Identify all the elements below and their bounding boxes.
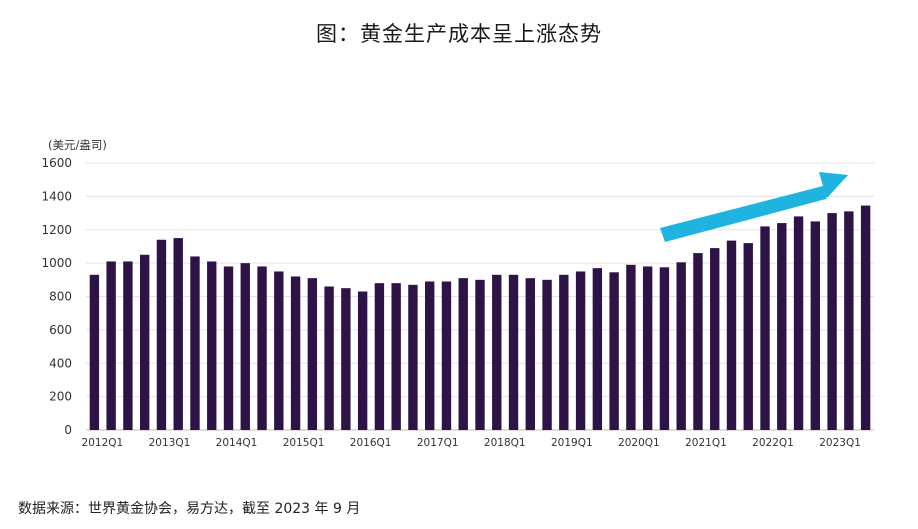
bar-2022Q1 <box>760 226 770 430</box>
y-tick-label: 400 <box>49 356 72 370</box>
bar-2016Q4 <box>408 284 418 430</box>
bar-2022Q2 <box>777 223 787 430</box>
bar-2016Q2 <box>374 283 385 430</box>
bar-2012Q4 <box>139 254 150 430</box>
x-tick-label: 2019Q1 <box>551 437 593 449</box>
bar-2015Q3 <box>324 286 334 430</box>
y-axis-ticks: 0 200 400 600 800 1000 1200 1400 1600 <box>41 156 72 437</box>
bar-2020Q4 <box>676 262 686 430</box>
bar-2015Q1 <box>290 276 301 430</box>
y-tick-label: 1600 <box>41 156 72 170</box>
bar-2018Q1 <box>492 274 502 430</box>
y-tick-label: 1200 <box>41 223 72 237</box>
bar-2012Q1 <box>89 274 100 430</box>
x-tick-label: 2021Q1 <box>685 437 727 449</box>
x-tick-label: 2020Q1 <box>618 437 660 449</box>
bar-2020Q2 <box>642 266 653 430</box>
bar-2019Q1 <box>559 274 569 430</box>
trend-arrow-shape <box>660 172 848 242</box>
bar-2018Q2 <box>508 274 519 430</box>
x-tick-label: 2012Q1 <box>82 437 124 449</box>
bar-2019Q2 <box>575 271 586 430</box>
x-tick-label: 2017Q1 <box>417 437 459 449</box>
bar-2012Q3 <box>123 261 133 430</box>
y-tick-label: 200 <box>49 390 72 404</box>
y-tick-label: 800 <box>49 290 72 304</box>
bar-2013Q3 <box>190 256 200 430</box>
bar-2021Q4 <box>743 243 753 430</box>
bar-2016Q1 <box>357 291 368 430</box>
bar-2021Q3 <box>726 240 737 430</box>
bar-2021Q2 <box>710 248 720 430</box>
y-tick-label: 1000 <box>41 256 72 270</box>
x-tick-label: 2015Q1 <box>283 437 325 449</box>
x-tick-label: 2023Q1 <box>819 437 861 449</box>
x-tick-label: 2022Q1 <box>752 437 794 449</box>
x-axis-ticks: 2012Q1 2013Q1 2014Q1 2015Q1 2016Q1 2017Q1 2018… <box>82 437 861 449</box>
bar-2018Q3 <box>525 278 535 430</box>
bar-2012Q2 <box>106 261 116 430</box>
bar-2020Q3 <box>659 267 670 430</box>
bar-2022Q4 <box>810 221 821 430</box>
bar-2013Q2 <box>173 238 183 430</box>
bar-2017Q3 <box>458 278 468 430</box>
x-tick-label: 2016Q1 <box>350 437 392 449</box>
bar-2016Q3 <box>391 283 401 430</box>
bar-2014Q2 <box>240 263 250 430</box>
bar-2014Q3 <box>257 266 267 430</box>
bars <box>89 205 871 430</box>
bar-2017Q1 <box>425 281 435 430</box>
bar-2017Q2 <box>441 281 452 430</box>
source-note: 数据来源：世界黄金协会，易方达，截至 2023 年 9 月 <box>18 501 361 517</box>
bar-2023Q3 <box>860 205 871 430</box>
bar-2021Q1 <box>693 253 703 430</box>
bar-2013Q4 <box>207 261 217 430</box>
x-tick-label: 2013Q1 <box>149 437 191 449</box>
bar-2022Q3 <box>793 216 804 430</box>
bar-2018Q4 <box>542 279 552 430</box>
y-tick-label: 600 <box>49 323 72 337</box>
bar-2019Q4 <box>609 272 619 430</box>
bar-2020Q1 <box>626 264 636 430</box>
bar-2014Q1 <box>223 266 234 430</box>
x-tick-label: 2018Q1 <box>484 437 526 449</box>
trend-arrow-icon <box>660 172 848 242</box>
bar-2014Q4 <box>274 271 284 430</box>
page-title: 图：黄金生产成本呈上涨态势 <box>316 22 602 46</box>
bar-2015Q2 <box>307 278 318 430</box>
bar-2023Q1 <box>827 213 837 430</box>
x-tick-label: 2014Q1 <box>216 437 258 449</box>
y-tick-label: 0 <box>64 423 72 437</box>
bar-2019Q3 <box>592 268 603 430</box>
bar-2015Q4 <box>341 288 351 430</box>
y-axis-unit-label: (美元/盎司) <box>48 138 107 152</box>
bar-2023Q2 <box>844 211 854 430</box>
y-tick-label: 1400 <box>41 189 72 203</box>
bar-2017Q4 <box>475 279 485 430</box>
bar-2013Q1 <box>156 239 167 430</box>
